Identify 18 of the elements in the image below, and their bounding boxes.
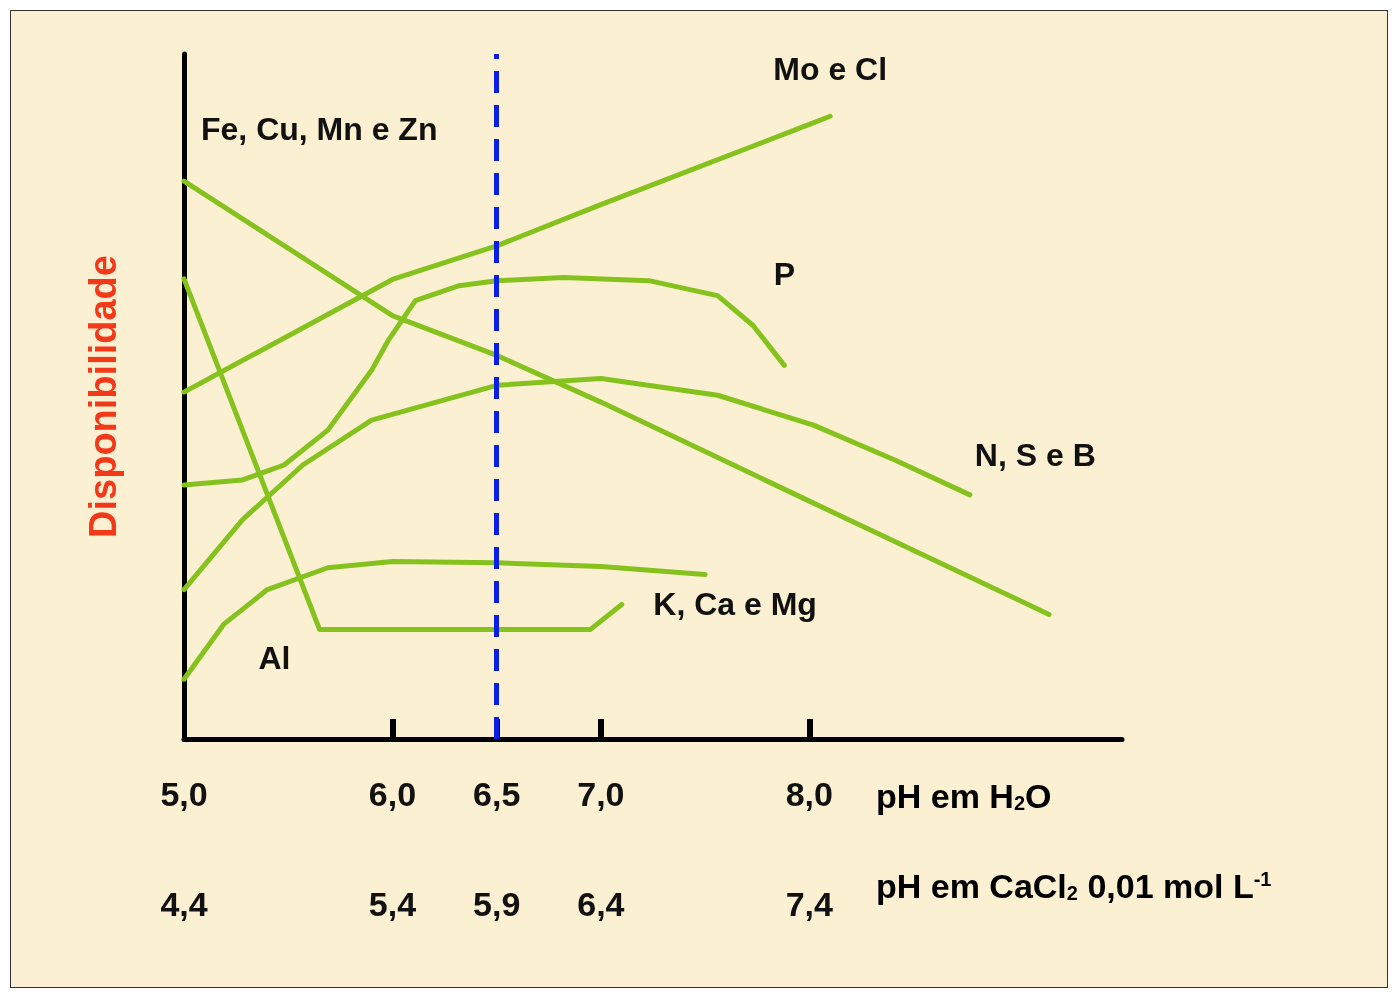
series-label: K, Ca e Mg [653, 585, 817, 622]
x-tick-label: 6,5 [473, 775, 521, 813]
x2-tick-label: 4,4 [160, 885, 208, 923]
series-label: P [773, 256, 795, 293]
x2-tick-label: 7,4 [785, 885, 834, 923]
x2-tick-label: 5,4 [368, 885, 417, 923]
series-label: Al [258, 640, 291, 677]
x-tick-label: 8,0 [785, 775, 833, 813]
y-axis-title: Disponibilidade [82, 255, 124, 538]
x-axis-title: pH em H2O [876, 777, 1052, 815]
series-label: N, S e B [974, 436, 1096, 473]
x-tick-label: 6,0 [368, 775, 417, 813]
series-label: Fe, Cu, Mn e Zn [201, 111, 438, 148]
x2-tick-label: 6,4 [577, 885, 625, 923]
x2-tick-label: 5,9 [473, 885, 521, 923]
x-tick-label: 5,0 [160, 775, 208, 813]
series-label: Mo e Cl [773, 51, 888, 88]
x-tick-label: 7,0 [577, 775, 625, 813]
